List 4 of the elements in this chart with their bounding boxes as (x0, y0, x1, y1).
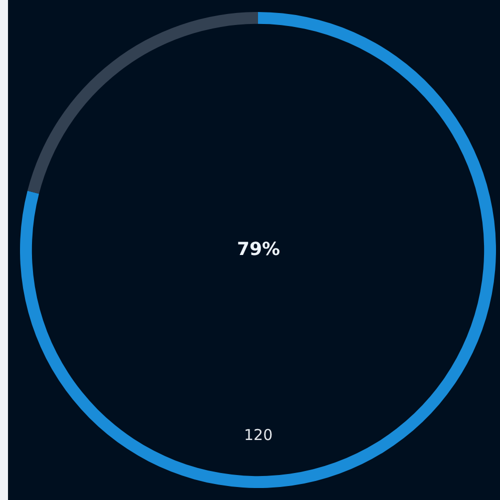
text: 79% (237, 239, 280, 260)
donut-slice (27, 12, 258, 194)
text: 120 (244, 426, 273, 444)
donut-slice (20, 12, 496, 488)
